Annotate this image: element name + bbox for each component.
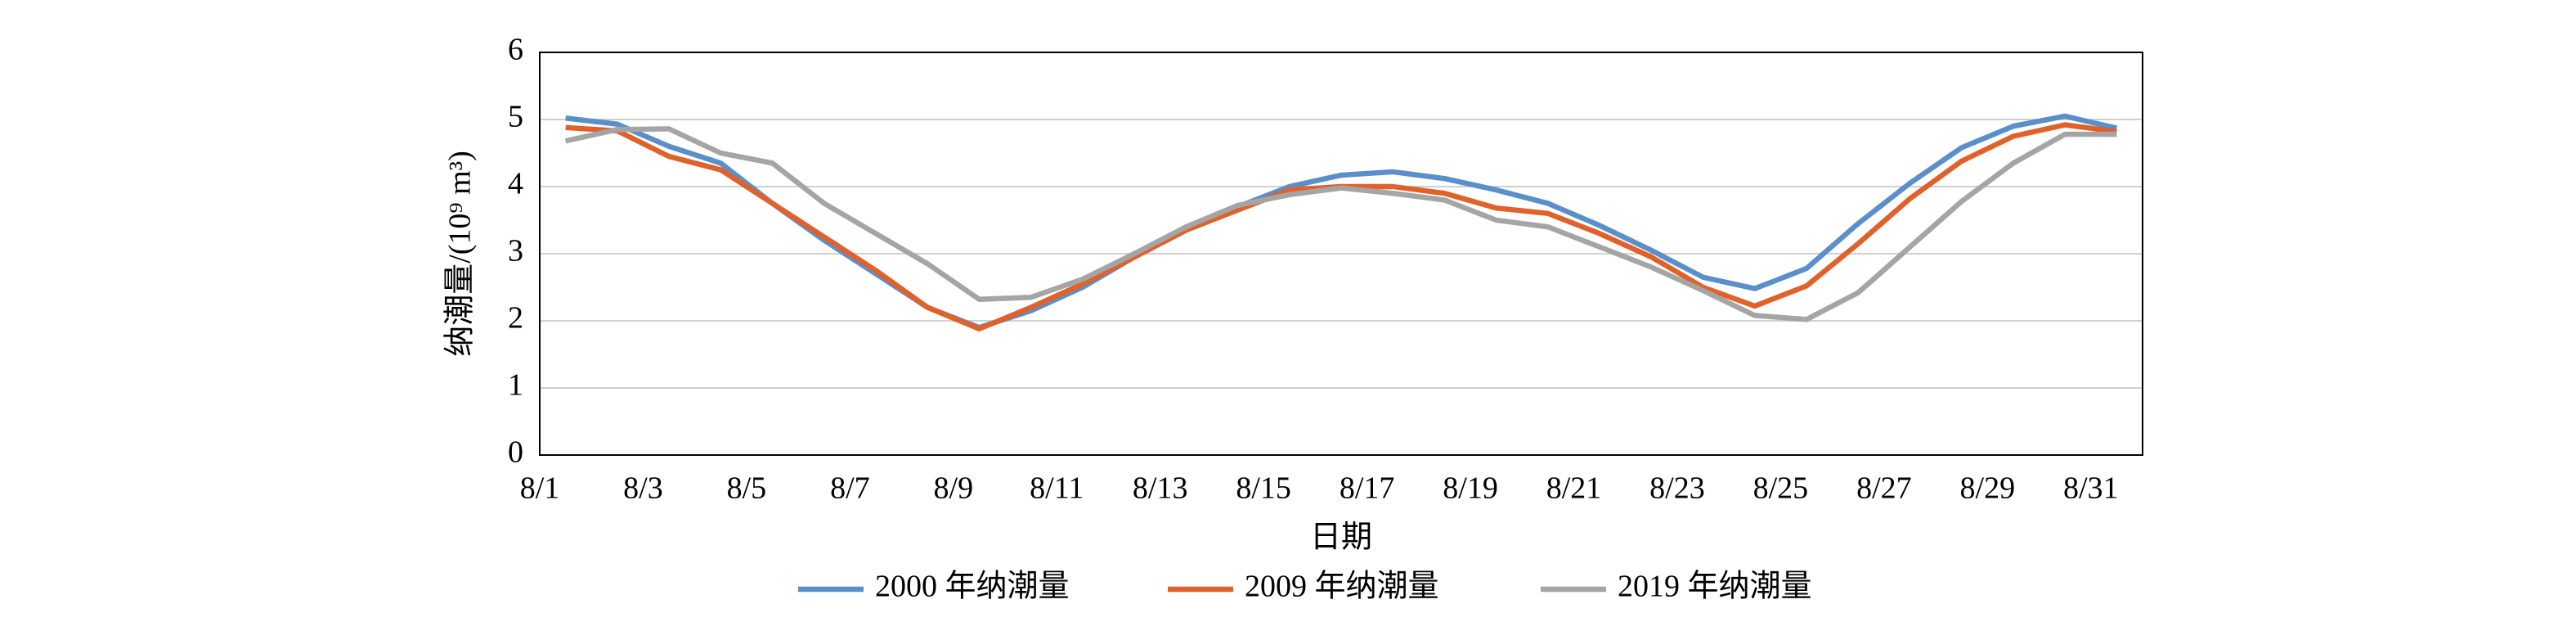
legend-label: 2009 年纳潮量 (1245, 570, 1439, 604)
y-tick-label: 2 (508, 301, 523, 336)
y-tick-label: 5 (508, 100, 523, 134)
x-tick-label: 8/21 (1546, 471, 1602, 506)
x-tick-label: 8/11 (1030, 471, 1084, 506)
y-tick-label: 3 (508, 234, 523, 268)
x-tick-label: 8/23 (1649, 471, 1705, 506)
x-tick-label: 8/27 (1856, 471, 1912, 506)
x-tick-label: 8/25 (1753, 471, 1809, 506)
y-axis-label: 纳潮量/(10⁹ m³) (443, 151, 478, 357)
x-axis-label: 日期 (1310, 521, 1372, 555)
x-tick-label: 8/5 (727, 471, 767, 506)
legend-label: 2019 年纳潮量 (1618, 570, 1812, 604)
y-tick-label: 6 (508, 33, 523, 67)
legend-label: 2000 年纳潮量 (875, 570, 1070, 604)
x-tick-label: 8/19 (1443, 471, 1498, 506)
x-tick-label: 8/15 (1236, 471, 1291, 506)
x-tick-label: 8/17 (1340, 471, 1395, 506)
x-tick-label: 8/7 (830, 471, 870, 506)
y-tick-label: 0 (508, 435, 523, 470)
y-tick-label: 1 (508, 368, 523, 403)
series-line (565, 113, 2118, 331)
x-tick-label: 8/3 (623, 471, 663, 506)
x-tick-label: 8/1 (520, 471, 560, 506)
y-tick-label: 4 (508, 167, 523, 201)
series-line (564, 126, 2117, 322)
series-line (565, 122, 2117, 332)
x-tick-label: 8/9 (934, 471, 974, 506)
x-tick-label: 8/13 (1133, 471, 1188, 506)
plot-frame (539, 52, 2143, 456)
x-tick-label: 8/29 (1960, 471, 2016, 506)
x-tick-label: 8/31 (2063, 471, 2119, 506)
